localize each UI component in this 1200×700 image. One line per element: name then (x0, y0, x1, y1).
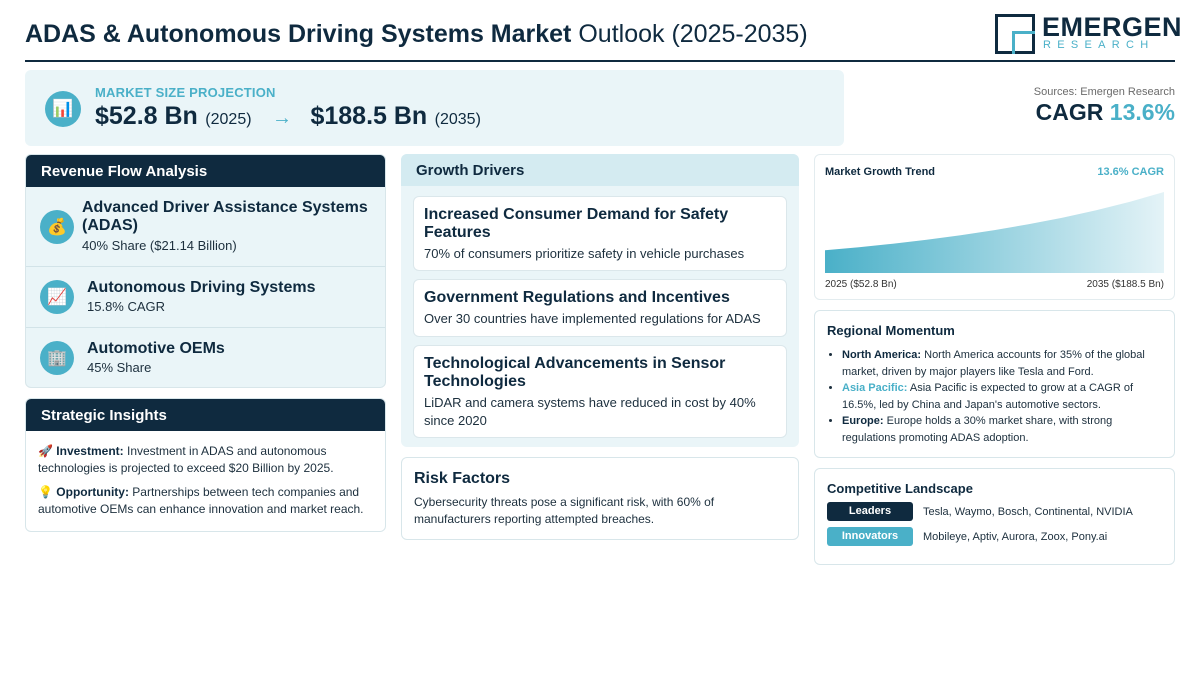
region-label: North America: (842, 349, 922, 361)
logo-word-primary: EMERGEN (1042, 12, 1183, 42)
start-year: (2025) (205, 111, 252, 128)
trend-end-label: 2035 ($188.5 Bn) (1086, 279, 1164, 290)
insight-investment: 🚀 Investment: Investment in ADAS and aut… (38, 443, 373, 477)
rocket-icon: 🚀 (38, 444, 53, 458)
emergen-logo: EMERGEN RESEARCH (995, 12, 1182, 56)
driver-title: Technological Advancements in Sensor Tec… (424, 355, 726, 390)
innovators-badge: Innovators (827, 527, 913, 546)
revenue-item-autonomous: 📈 Autonomous Driving Systems 15.8% CAGR (26, 267, 385, 328)
office-building-icon: 🏢 (40, 341, 74, 375)
risk-factors-text: Cybersecurity threats pose a significant… (414, 495, 715, 526)
strategic-insights-heading: Strategic Insights (26, 399, 385, 431)
revenue-item-adas: 💰 Advanced Driver Assistance Systems (AD… (26, 188, 385, 267)
strategic-insights-body: 🚀 Investment: Investment in ADAS and aut… (26, 431, 385, 518)
competitor-row-innovators: Innovators Mobileye, Aptiv, Aurora, Zoox… (827, 527, 1162, 546)
title-light: Outlook (2025-2035) (578, 20, 808, 48)
arrow-right-icon: → (272, 107, 292, 129)
trend-title: Market Growth Trend (825, 166, 936, 178)
end-value: $188.5 Bn (310, 102, 428, 130)
money-bag-icon: 💰 (40, 210, 74, 244)
revenue-item-sub: 15.8% CAGR (87, 299, 166, 314)
growth-area-series (825, 192, 1164, 273)
trend-chart-icon: 📈 (40, 280, 74, 314)
page-title: ADAS & Autonomous Driving Systems Market… (25, 20, 808, 49)
cagr-summary: Sources: Emergen Research CAGR 13.6% (1034, 86, 1175, 126)
insight-label: Investment: (56, 444, 124, 458)
growth-drivers-heading: Growth Drivers (401, 154, 799, 186)
regional-list: North America: North America accounts fo… (827, 347, 1162, 446)
region-item-north-america: North America: North America accounts fo… (842, 347, 1162, 380)
projection-label: MARKET SIZE PROJECTION (95, 85, 276, 100)
market-growth-trend-card: Market Growth Trend 13.6% CAGR 2025 ($52… (814, 154, 1175, 300)
driver-title: Government Regulations and Incentives (424, 289, 730, 306)
projection-values: $52.8 Bn (2025) → $188.5 Bn (2035) (95, 102, 481, 131)
cagr-value: 13.6% (1109, 99, 1175, 125)
revenue-item-sub: 40% Share ($21.14 Billion) (82, 238, 237, 253)
bar-chart-icon: 📊 (45, 91, 81, 127)
regional-momentum-heading: Regional Momentum (827, 323, 955, 338)
region-text: Europe holds a 30% market share, with st… (842, 415, 1113, 444)
revenue-item-title: Advanced Driver Assistance Systems (ADAS… (82, 199, 368, 234)
insight-opportunity: 💡 Opportunity: Partnerships between tech… (38, 484, 373, 518)
logo-mark-icon (995, 14, 1035, 54)
driver-desc: 70% of consumers prioritize safety in ve… (424, 246, 745, 261)
region-item-asia-pacific: Asia Pacific: Asia Pacific is expected t… (842, 380, 1162, 413)
region-text: Asia Pacific is expected to grow at a CA… (842, 382, 1134, 411)
driver-desc: Over 30 countries have implemented regul… (424, 311, 761, 326)
logo-word-secondary: RESEARCH (1043, 39, 1155, 51)
growth-drivers-card: Growth Drivers Increased Consumer Demand… (401, 154, 799, 447)
start-value: $52.8 Bn (95, 102, 198, 130)
driver-desc: LiDAR and camera systems have reduced in… (424, 395, 756, 428)
revenue-item-title: Automotive OEMs (87, 340, 225, 357)
insight-text: Partnerships between tech companies and … (38, 485, 364, 516)
driver-item: Government Regulations and Incentives Ov… (413, 279, 787, 337)
cagr-label: CAGR (1035, 99, 1104, 125)
region-text: North America accounts for 35% of the gl… (842, 349, 1145, 378)
end-year: (2035) (434, 111, 481, 128)
competitor-row-leaders: Leaders Tesla, Waymo, Bosch, Continental… (827, 502, 1162, 521)
title-bold: ADAS & Autonomous Driving Systems Market (25, 20, 572, 48)
revenue-item-title: Autonomous Driving Systems (87, 279, 316, 296)
lightbulb-icon: 💡 (38, 485, 53, 499)
region-item-europe: Europe: Europe holds a 30% market share,… (842, 413, 1162, 446)
risk-factors-card: Risk Factors Cybersecurity threats pose … (401, 457, 799, 540)
region-label: Asia Pacific: (842, 382, 908, 394)
leaders-badge: Leaders (827, 502, 913, 521)
risk-factors-heading: Risk Factors (414, 470, 511, 487)
driver-item: Increased Consumer Demand for Safety Fea… (413, 196, 787, 271)
strategic-insights-card: Strategic Insights 🚀 Investment: Investm… (25, 398, 386, 532)
revenue-item-sub: 45% Share (87, 360, 152, 375)
competitor-names: Tesla, Waymo, Bosch, Continental, NVIDIA (923, 505, 1133, 518)
competitor-names: Mobileye, Aptiv, Aurora, Zoox, Pony.ai (923, 530, 1108, 543)
revenue-flow-card: Revenue Flow Analysis 💰 Advanced Driver … (25, 154, 386, 388)
growth-area-chart (825, 192, 1164, 273)
driver-title: Increased Consumer Demand for Safety Fea… (424, 206, 729, 241)
competitive-landscape-heading: Competitive Landscape (827, 481, 973, 496)
cagr-figure: CAGR 13.6% (1034, 99, 1175, 126)
market-size-projection: 📊 MARKET SIZE PROJECTION $52.8 Bn (2025)… (25, 70, 844, 146)
driver-item: Technological Advancements in Sensor Tec… (413, 345, 787, 438)
insight-label: Opportunity: (56, 485, 129, 499)
competitive-landscape-card: Competitive Landscape Leaders Tesla, Way… (814, 468, 1175, 565)
trend-start-label: 2025 ($52.8 Bn) (825, 279, 897, 290)
trend-cagr: 13.6% CAGR (1097, 166, 1164, 178)
sources-note: Sources: Emergen Research (1033, 86, 1175, 98)
insight-text: Investment in ADAS and autonomous techno… (38, 444, 334, 475)
revenue-item-oems: 🏢 Automotive OEMs 45% Share (26, 328, 385, 387)
revenue-flow-heading: Revenue Flow Analysis (26, 155, 385, 187)
region-label: Europe: (842, 415, 884, 427)
page-header: ADAS & Autonomous Driving Systems Market… (25, 0, 1182, 62)
regional-momentum-card: Regional Momentum North America: North A… (814, 310, 1175, 458)
